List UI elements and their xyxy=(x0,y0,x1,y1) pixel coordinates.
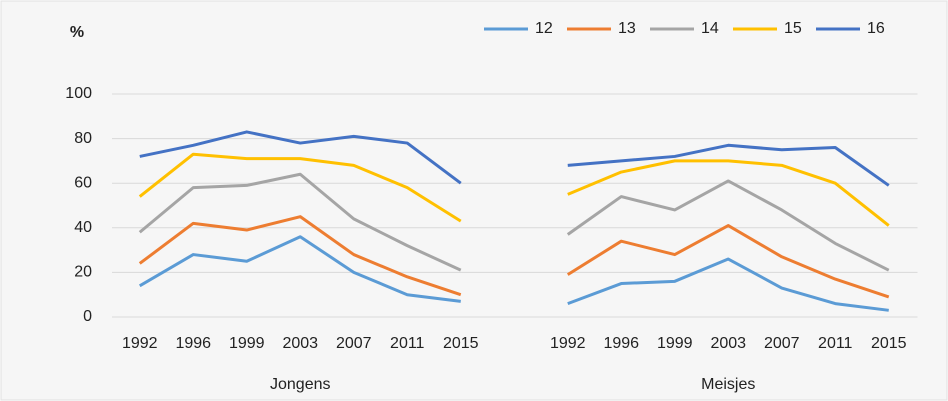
x-tick-label: 1992 xyxy=(122,335,158,352)
y-tick-label: 60 xyxy=(74,174,92,191)
x-tick-label: 1992 xyxy=(550,335,586,352)
y-tick-label: 80 xyxy=(74,130,92,147)
y-tick-label: 0 xyxy=(83,308,92,325)
x-tick-label: 2011 xyxy=(390,335,425,352)
x-tick-label: 2003 xyxy=(282,335,318,352)
y-tick-label: 40 xyxy=(74,219,92,236)
data-line xyxy=(139,130,890,187)
x-tick-label: 2007 xyxy=(764,335,800,352)
legend-label: 12 xyxy=(535,20,553,37)
x-tick-label: 1999 xyxy=(229,335,265,352)
y-tick-label: 100 xyxy=(65,85,92,102)
x-tick-label: 2015 xyxy=(443,335,479,352)
x-tick-label: 2003 xyxy=(710,335,746,352)
x-tick-label: 2007 xyxy=(336,335,372,352)
x-tick-label: 2015 xyxy=(871,335,907,352)
x-tick-label: 1996 xyxy=(603,335,639,352)
legend-label: 14 xyxy=(701,20,719,37)
x-tick-label: 1996 xyxy=(175,335,211,352)
data-line xyxy=(138,172,890,272)
x-tick-label: 2011 xyxy=(818,335,853,352)
data-line xyxy=(138,215,890,299)
x-tick-label: 1999 xyxy=(657,335,693,352)
legend-label: 13 xyxy=(618,20,636,37)
data-line xyxy=(138,235,889,312)
y-axis-label: % xyxy=(70,24,84,41)
legend-label: 16 xyxy=(867,20,885,37)
group-label: Meisjes xyxy=(701,376,755,393)
group-label: Jongens xyxy=(270,376,331,393)
y-tick-label: 20 xyxy=(74,264,92,281)
data-line xyxy=(138,152,890,227)
legend-label: 15 xyxy=(784,20,802,37)
